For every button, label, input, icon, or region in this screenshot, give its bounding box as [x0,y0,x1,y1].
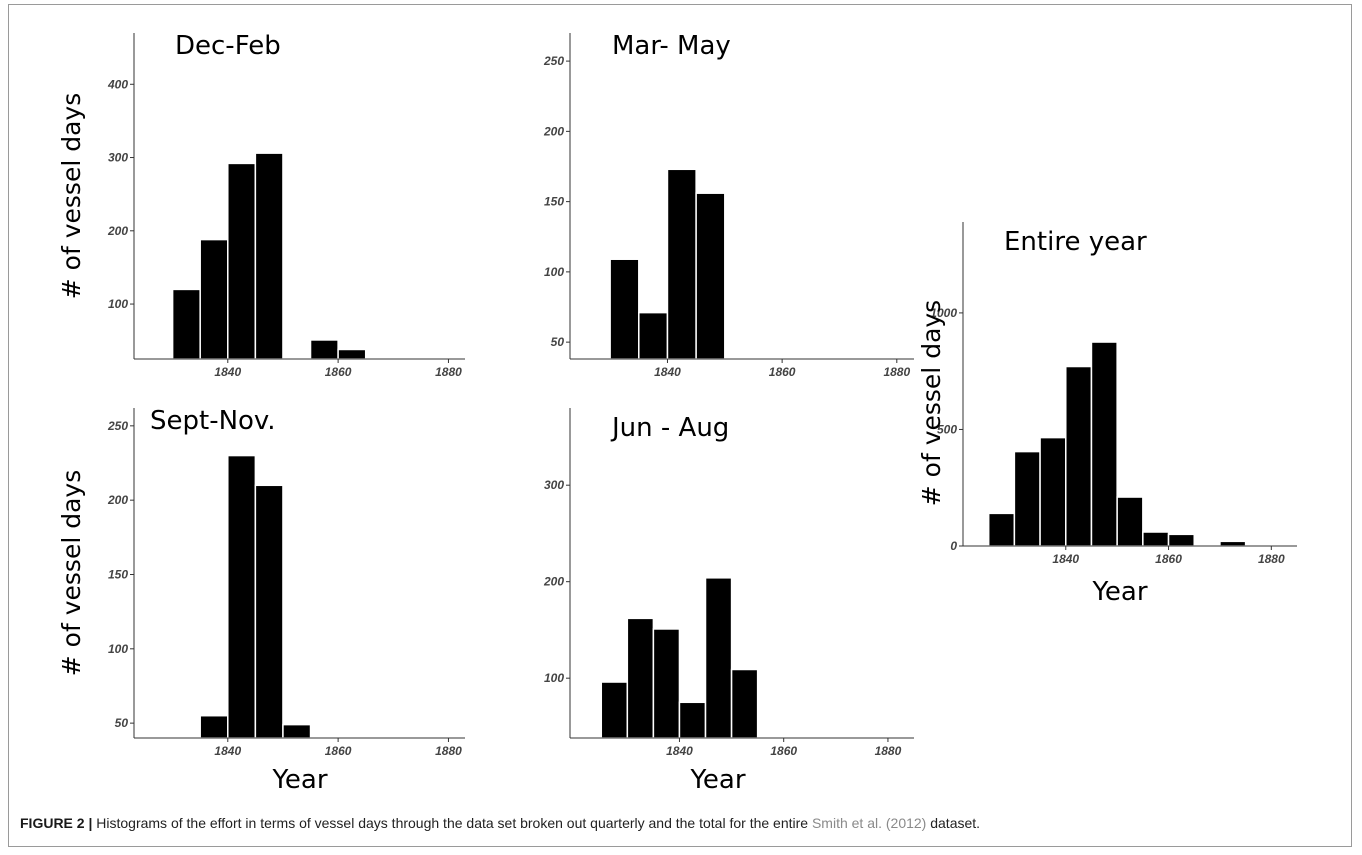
histogram-bar [1116,496,1144,547]
caption-tail: dataset. [926,815,981,831]
histogram-bar [1039,436,1067,547]
y-tick-label: 50 [551,335,565,349]
histogram-panel-4: 100 200 300 1840 1860 1880 Jun - Aug Year [543,408,914,795]
histogram-panel-5: 0 500 1000 1840 1860 1880 Entire year # of vess… [917,222,1297,607]
histogram-bar [337,348,367,360]
histogram-bar [638,311,669,360]
x-tick-label: 1840 [654,365,681,379]
x-tick-label: 1880 [883,365,910,379]
histogram-panel-1: 100 200 300 400 1840 1860 1880 Dec-Feb # of vess… [57,31,465,379]
y-axis-label: # of vessel days [57,470,86,676]
x-tick-label: 1840 [214,744,241,758]
histogram-bar [1219,540,1247,547]
histogram-bar [282,723,312,739]
y-tick-label: 150 [108,567,128,581]
x-tick-label: 1880 [875,744,902,758]
histogram-bar [626,617,655,739]
figure-caption: FIGURE 2 | Histograms of the effort in t… [20,815,1340,831]
y-tick-label: 150 [544,195,564,209]
x-tick-label: 1860 [325,365,352,379]
x-tick-label: 1840 [666,744,693,758]
y-axis-label: # of vessel days [917,300,946,506]
histogram-bar [1142,531,1170,547]
y-axis-label: # of vessel days [57,93,86,299]
x-axis-label: Year [1091,577,1147,607]
histogram-bar [652,628,681,739]
y-tick-label: 100 [544,265,564,279]
histogram-bar [730,668,759,739]
caption-label: FIGURE 2 | [20,815,93,831]
figure-frame [8,4,1352,847]
x-tick-label: 1880 [435,365,462,379]
x-axis-label: Year [271,765,327,795]
y-tick-label: 300 [544,478,564,492]
x-axis-label: Year [689,765,745,795]
histogram-bar [309,339,339,360]
x-tick-label: 1860 [769,365,796,379]
panel-title: Entire year [1004,227,1147,257]
histogram-bar [1167,533,1195,547]
x-tick-label: 1860 [770,744,797,758]
x-tick-label: 1860 [1155,552,1182,566]
x-tick-label: 1840 [214,365,241,379]
caption-text: Histograms of the effort in terms of ves… [92,815,812,831]
histogram-bar [704,577,733,739]
histogram-bar [227,162,257,360]
histogram-bar [1065,365,1093,547]
y-tick-label: 200 [543,124,564,138]
histogram-bar [666,168,697,360]
panel-title: Sept-Nov. [150,406,276,436]
histogram-bar [1013,450,1041,547]
y-tick-label: 1000 [930,306,957,320]
y-tick-label: 50 [115,716,129,730]
x-tick-label: 1880 [1258,552,1285,566]
histogram-bar [609,258,640,360]
x-tick-label: 1880 [435,744,462,758]
histogram-bar [199,238,229,360]
y-tick-label: 200 [107,493,128,507]
y-tick-label: 100 [108,642,128,656]
histogram-bar [695,192,726,360]
histogram-bar [678,701,707,739]
histogram-panel-2: 50 100 150 200 250 1840 1860 1880 Mar- May [543,31,914,379]
y-tick-label: 200 [543,575,564,589]
y-tick-label: 500 [937,422,957,436]
y-tick-label: 400 [107,77,128,91]
y-tick-label: 250 [543,54,564,68]
histogram-bar [600,681,629,739]
y-tick-label: 0 [950,539,957,553]
panel-title: Dec-Feb [175,31,281,61]
histogram-bar [171,288,201,360]
y-tick-label: 300 [108,151,128,165]
histogram-bar [227,454,257,739]
panel-title: Jun - Aug [610,413,729,443]
x-tick-label: 1860 [325,744,352,758]
histogram-bar [987,512,1016,547]
histogram-bar [254,152,284,360]
histogram-bar [1090,341,1118,547]
histogram-panel-3: 50 100 150 200 250 1840 1860 1880 Sept-Nov. # of … [57,406,465,795]
panel-title: Mar- May [612,31,731,61]
caption-citation[interactable]: Smith et al. (2012) [811,815,927,831]
histogram-bar [254,484,284,739]
y-tick-label: 100 [544,671,564,685]
y-tick-label: 100 [108,297,128,311]
y-tick-label: 200 [107,224,128,238]
y-tick-label: 250 [107,419,128,433]
histogram-bar [199,714,229,739]
x-tick-label: 1840 [1052,552,1079,566]
